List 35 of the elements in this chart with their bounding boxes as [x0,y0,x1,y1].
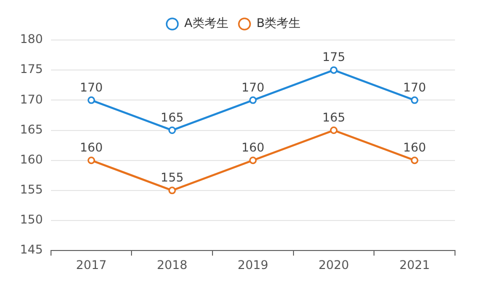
point [249,96,257,104]
x-tick-label: 2021 [399,258,430,272]
y-tick-label: 155 [20,182,43,197]
data-label: 160 [242,140,264,154]
legend-label: A类考生 [184,16,228,30]
data-label: 165 [160,110,184,124]
point [330,126,338,134]
point [410,96,418,104]
point [168,186,176,194]
x-tick-label: 2018 [156,258,188,272]
point [249,156,257,164]
x-tick-label: 2019 [238,258,268,272]
data-label: 170 [242,80,264,94]
data-label: 170 [403,80,426,94]
y-tick-label: 170 [20,92,43,106]
point [88,156,96,164]
y-tick-label: 160 [20,152,43,166]
x-tick-label: 2017 [76,258,107,272]
data-label: 165 [322,110,346,124]
y-tick-label: 165 [20,122,43,136]
point [330,66,338,74]
data-label: 170 [80,80,103,94]
data-label: 160 [80,140,103,154]
point [168,126,176,134]
x-tick-label: 2020 [318,258,350,272]
legend-label: B类考生 [256,16,301,30]
y-tick-label: 150 [20,212,43,227]
y-tick-label: 175 [20,62,43,76]
y-tick-label: 180 [20,32,43,46]
point [88,96,96,104]
y-tick-label: 145 [20,242,43,257]
point [410,156,418,164]
data-label: 175 [322,50,346,64]
data-label: 155 [160,170,184,185]
data-label: 160 [403,140,426,154]
